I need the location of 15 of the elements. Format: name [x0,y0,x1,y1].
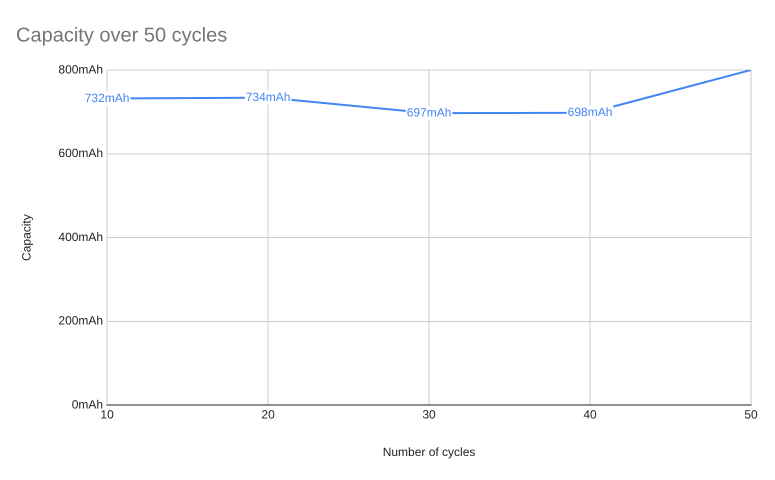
data-label: 732mAh [84,90,130,105]
y-tick-label: 600mAh [58,146,104,160]
x-tick-label: 50 [744,408,758,422]
x-tick-label: 30 [422,408,436,422]
data-label: 734mAh [246,90,290,104]
x-tick-label: 20 [261,408,276,422]
x-tick-label: 40 [583,408,598,422]
y-tick-label: 800mAh [58,62,104,76]
y-tick-label: 400mAh [58,230,104,244]
data-label: 698mAh [568,105,612,120]
data-label: 697mAh [406,105,452,120]
y-tick-label: 200mAh [58,314,104,328]
x-axis-title: Number of cycles [382,445,476,460]
chart-title: Capacity over 50 cycles [16,24,228,47]
y-axis-title: Capacity [20,214,34,261]
